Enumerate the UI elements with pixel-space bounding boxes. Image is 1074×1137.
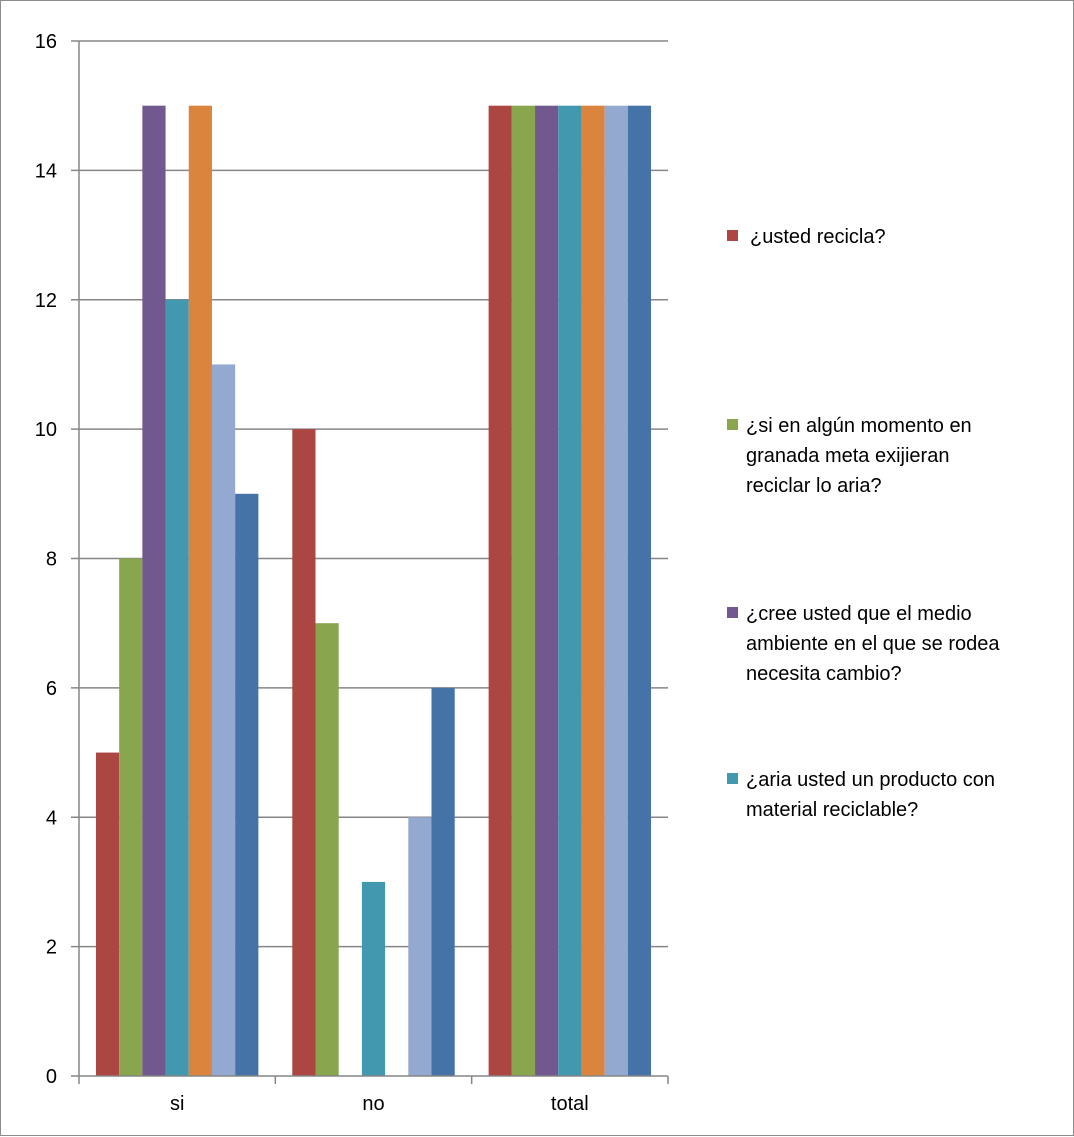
bar [431, 687, 455, 1076]
y-tick-label: 2 [46, 937, 57, 959]
bar [188, 105, 212, 1076]
bar [142, 105, 166, 1076]
y-tick-label: 6 [46, 678, 57, 700]
x-tick-label: no [362, 1093, 384, 1115]
bar [511, 105, 536, 1076]
legend-label: ¿usted recicla? [750, 226, 886, 248]
y-tick-label: 14 [35, 160, 57, 182]
legend-item-usted-recicla: ¿usted recicla? [727, 222, 886, 252]
legend-label: ¿cree usted que el medio ambiente en el … [746, 603, 1000, 685]
bar [558, 105, 582, 1076]
legend-swatch [727, 607, 738, 618]
bar [165, 299, 189, 1076]
legend-swatch [727, 419, 738, 430]
legend-swatch [727, 773, 738, 784]
y-tick-label: 8 [46, 549, 57, 571]
bar [119, 558, 143, 1076]
bar [581, 105, 605, 1076]
bar [95, 752, 120, 1076]
legend-item-aria-usted: ¿aria usted un producto con material rec… [727, 765, 995, 825]
bar [535, 105, 559, 1076]
y-tick-label: 10 [35, 419, 57, 441]
legend-item-cree-usted: ¿cree usted que el medio ambiente en el … [727, 599, 1000, 689]
bar [315, 623, 339, 1076]
y-tick-label: 16 [35, 31, 57, 53]
y-tick-label: 12 [35, 290, 57, 312]
legend-item-si-en-algun-momento: ¿si en algún momento en granada meta exi… [727, 411, 972, 501]
x-tick-label: total [551, 1093, 589, 1115]
y-tick-label: 4 [46, 807, 57, 829]
legend-label: ¿si en algún momento en granada meta exi… [746, 415, 972, 497]
y-tick-label: 0 [46, 1066, 57, 1088]
bar [292, 429, 316, 1076]
legend-label: ¿aria usted un producto con material rec… [746, 769, 996, 821]
x-tick-label: si [170, 1093, 184, 1115]
bar [627, 105, 652, 1076]
bar [604, 105, 628, 1076]
bar [408, 817, 432, 1076]
bar [488, 105, 512, 1076]
bar [235, 493, 259, 1076]
legend-swatch [727, 230, 738, 241]
bar [211, 364, 236, 1076]
bar [361, 881, 386, 1076]
